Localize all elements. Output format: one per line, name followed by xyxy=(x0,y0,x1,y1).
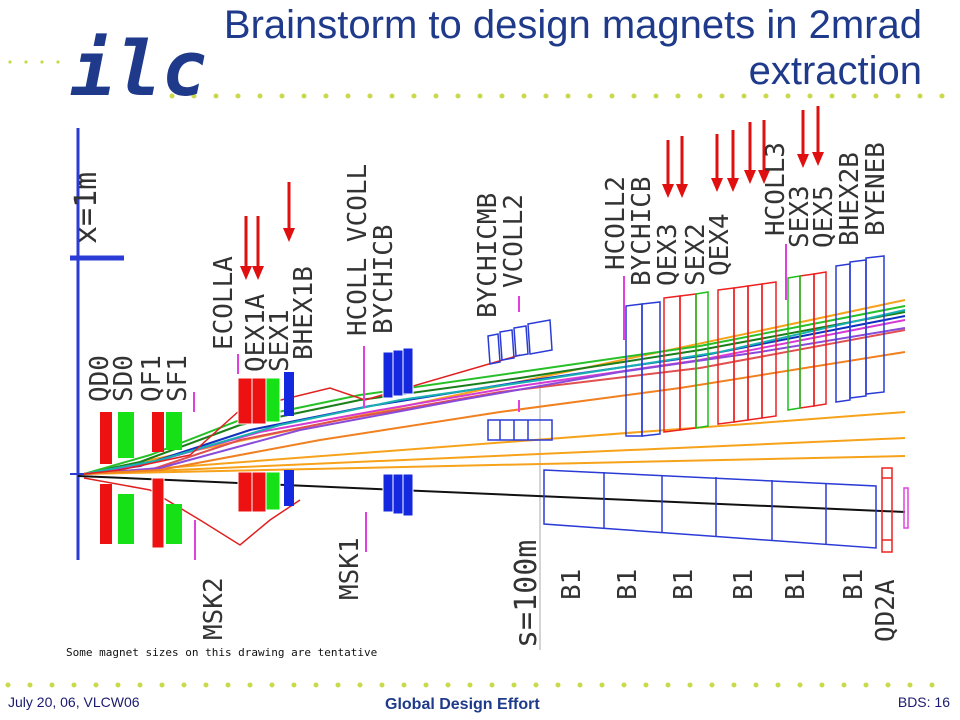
label-b1-6: B1 xyxy=(839,569,869,600)
scale-label-x: x=1m xyxy=(69,172,104,244)
qd2a-magnet xyxy=(881,467,909,553)
footer-date: July 20, 06, VLCW06 xyxy=(8,694,140,710)
incoming-beam-line xyxy=(77,475,906,513)
label-qex3: QEX3 xyxy=(653,223,683,286)
label-bychicb: BYCHICB xyxy=(369,224,399,334)
label-qex5: QEX5 xyxy=(809,185,839,248)
label-hcoll-vcoll: HCOLL VCOLL xyxy=(343,164,373,336)
bychicb-magnet xyxy=(382,347,414,517)
qex1a-group xyxy=(237,372,294,513)
tentative-note: Some magnet sizes on this drawing are te… xyxy=(66,646,377,659)
label-msk2: MSK2 xyxy=(199,577,229,640)
ilc-logo: ilc xyxy=(70,24,207,113)
label-sex1: SEX1 xyxy=(265,309,295,372)
label-qex1a: QEX1A xyxy=(241,293,271,372)
label-qf1: QF1 xyxy=(137,355,167,402)
label-b1-1: B1 xyxy=(557,569,587,600)
label-sd0: SD0 xyxy=(109,355,139,402)
b1-bends xyxy=(543,469,877,549)
label-b1-2: B1 xyxy=(613,569,643,600)
top-dotted-rule xyxy=(8,60,60,64)
label-hcoll3: HCOLL3 xyxy=(761,142,791,236)
final-focus-magnets xyxy=(100,412,182,549)
scale-label-s: s=100m xyxy=(509,540,544,648)
label-vcoll2: VCOLL2 xyxy=(499,194,529,288)
title-line-1: Brainstorm to design magnets in 2mrad xyxy=(223,3,922,47)
label-sf1: SF1 xyxy=(163,355,193,402)
label-b1-5: B1 xyxy=(781,569,811,600)
label-bhex1b: BHEX1B xyxy=(289,266,319,360)
label-b1-4: B1 xyxy=(729,569,759,600)
hcoll2-region xyxy=(625,255,885,437)
label-sex3: SEX3 xyxy=(785,185,815,248)
label-qd2a: QD2A xyxy=(871,579,901,642)
label-msk1: MSK1 xyxy=(335,537,365,600)
magenta-markers xyxy=(193,244,787,560)
title-line-2: extraction xyxy=(748,49,922,93)
label-bychicb2: BYCHICB xyxy=(627,176,657,286)
label-bhex2b: BHEX2B xyxy=(835,152,865,246)
slide-title: Brainstorm to design magnets in 2mrad ex… xyxy=(162,2,922,94)
sex-magnets xyxy=(695,275,801,429)
label-bychicmb: BYCHICMB xyxy=(473,193,503,318)
label-sex2: SEX2 xyxy=(681,223,711,286)
label-byeneb: BYENEB xyxy=(861,142,891,236)
red-arrows xyxy=(240,106,824,280)
label-qex4: QEX4 xyxy=(705,213,735,276)
label-qd0: QD0 xyxy=(85,355,115,402)
footer-organization: Global Design Effort xyxy=(385,696,540,713)
qex-magnets xyxy=(663,271,827,433)
label-ecolla: ECOLLA xyxy=(209,256,239,350)
footer-page-number: BDS: 16 xyxy=(897,694,950,710)
element-labels: QD0 SD0 QF1 SF1 ECOLLA QEX1A SEX1 BHEX1B… xyxy=(85,142,901,642)
label-hcoll2: HCOLL2 xyxy=(601,176,631,270)
label-b1-3: B1 xyxy=(669,569,699,600)
bychicmb-magnet xyxy=(487,319,553,441)
